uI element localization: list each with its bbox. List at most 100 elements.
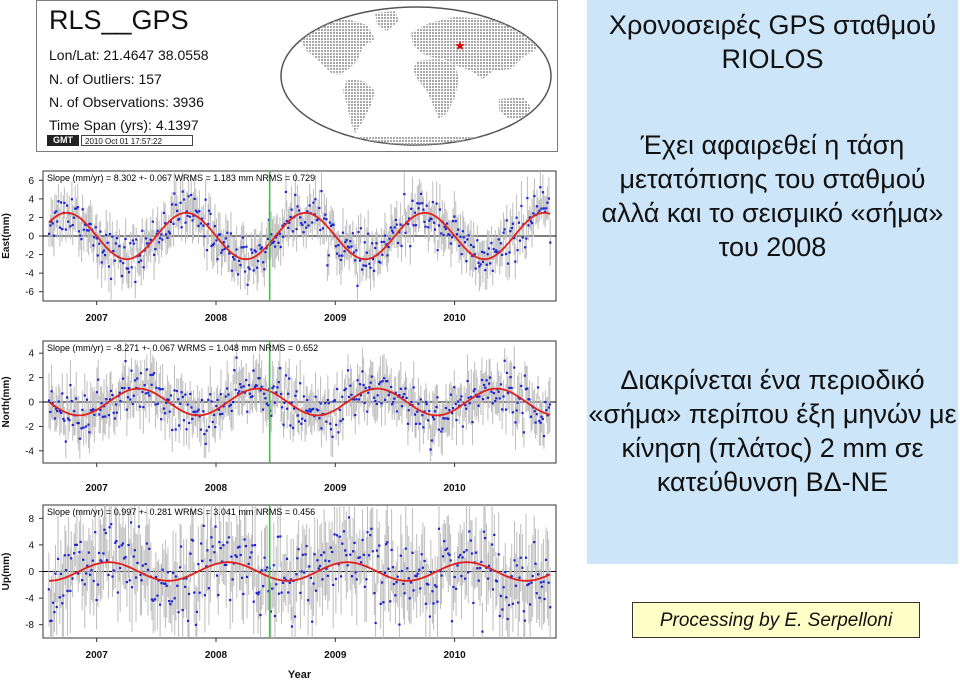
data-point: [74, 207, 77, 210]
data-point: [341, 231, 345, 234]
data-point: [383, 234, 387, 237]
data-point: [227, 393, 230, 396]
data-point: [538, 596, 541, 599]
data-point: [478, 395, 481, 398]
data-point: [188, 215, 192, 218]
data-point: [472, 245, 475, 248]
data-point: [278, 232, 282, 235]
data-point: [516, 401, 519, 404]
data-point: [300, 422, 303, 425]
data-point: [165, 584, 168, 587]
data-point: [100, 402, 103, 405]
data-point: [200, 542, 203, 545]
data-point: [83, 394, 86, 397]
data-point: [354, 259, 357, 262]
coordinates-text: Lon/Lat: 21.4647 38.0558: [49, 47, 209, 63]
data-point: [390, 229, 394, 232]
data-point: [84, 425, 88, 428]
data-point: [354, 571, 357, 574]
data-point: [379, 381, 382, 384]
data-point: [178, 217, 181, 221]
data-point: [463, 551, 466, 554]
data-point: [318, 564, 321, 568]
data-point: [357, 556, 360, 559]
data-point: [142, 266, 145, 269]
fit-curve: [48, 387, 551, 417]
data-point: [280, 591, 283, 594]
data-point: [132, 394, 135, 397]
data-point: [344, 240, 347, 244]
data-point: [202, 410, 205, 413]
data-point: [128, 579, 131, 582]
data-point: [365, 578, 368, 581]
data-point: [391, 403, 394, 406]
data-point: [144, 562, 147, 566]
landmass-eurasia: [411, 17, 541, 79]
data-point: [312, 201, 315, 204]
data-point: [199, 428, 203, 431]
data-point: [59, 201, 63, 204]
data-point: [250, 395, 253, 399]
data-point: [187, 592, 191, 596]
data-point: [517, 221, 521, 224]
data-point: [85, 229, 89, 232]
data-point: [505, 596, 508, 599]
data-point: [259, 389, 262, 392]
data-point: [464, 404, 467, 407]
data-point: [368, 262, 371, 265]
data-point: [104, 253, 107, 257]
data-point: [537, 573, 540, 576]
data-point: [526, 583, 529, 587]
data-point: [299, 216, 302, 219]
data-point: [370, 375, 373, 378]
data-point: [179, 201, 182, 204]
data-point: [356, 379, 359, 382]
data-point: [118, 245, 121, 248]
data-point: [337, 431, 340, 434]
data-point: [234, 388, 237, 391]
data-point: [166, 236, 169, 239]
data-point: [394, 218, 397, 222]
data-point: [544, 210, 547, 213]
data-point: [292, 407, 296, 410]
data-point: [324, 402, 327, 405]
data-point: [164, 222, 167, 225]
data-point: [75, 207, 78, 210]
data-point: [242, 246, 245, 249]
data-point: [247, 384, 250, 387]
data-point: [184, 393, 187, 396]
data-point: [90, 569, 93, 572]
data-point: [448, 408, 451, 412]
data-point: [60, 227, 64, 231]
landmass-africa: [413, 59, 459, 119]
data-point: [185, 428, 188, 431]
data-point: [184, 221, 187, 224]
data-point: [53, 211, 56, 214]
data-point: [453, 215, 456, 218]
data-point: [478, 265, 481, 268]
data-point: [435, 405, 438, 409]
data-point: [359, 394, 363, 397]
data-point: [98, 413, 101, 416]
data-point: [473, 388, 476, 391]
data-point: [70, 557, 73, 560]
data-layer: [43, 171, 556, 300]
data-point: [131, 402, 134, 406]
data-point: [220, 560, 224, 563]
data-point: [473, 253, 476, 256]
data-point: [186, 214, 189, 218]
data-point: [545, 207, 548, 210]
data-point: [277, 241, 280, 244]
data-point: [236, 546, 240, 549]
data-point: [127, 271, 131, 274]
data-point: [522, 610, 525, 613]
data-point: [227, 245, 230, 248]
data-point: [262, 261, 265, 264]
gps-timeseries-chart: Slope (mm/yr) = 8.302 +- 0.067 WRMS = 1.…: [1, 170, 557, 681]
data-point: [257, 591, 261, 594]
data-point: [414, 224, 418, 227]
data-point: [377, 260, 380, 263]
data-point: [501, 408, 504, 411]
data-point: [294, 394, 297, 397]
data-point: [443, 225, 446, 229]
